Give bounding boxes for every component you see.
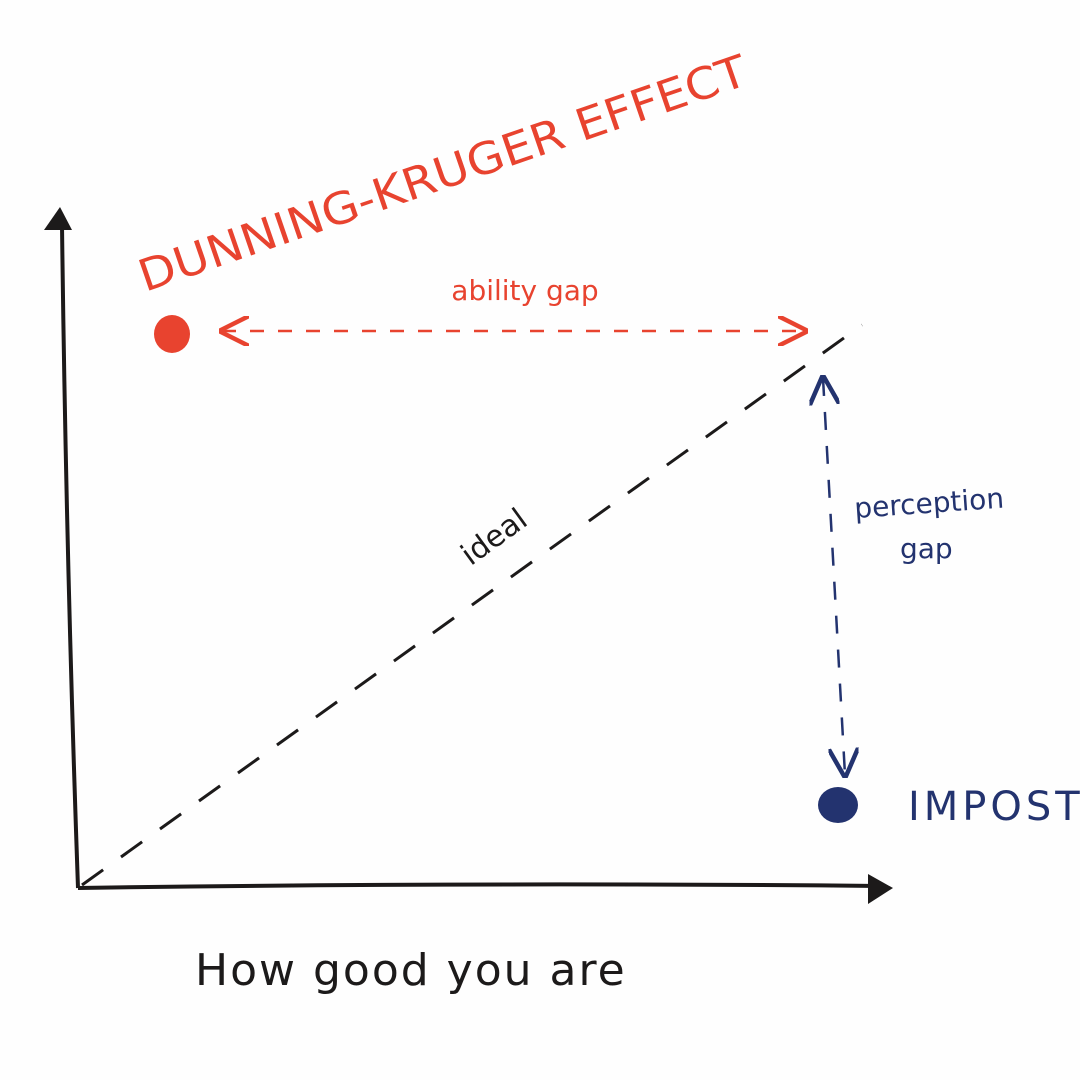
impostor-point (818, 787, 858, 823)
ability-gap-label: ability gap (451, 274, 598, 307)
x-axis (77, 882, 881, 890)
x-axis-label: How good you are (195, 945, 627, 996)
perception-gap-label: gap (900, 532, 953, 565)
x-axis-arrow (868, 874, 893, 904)
dunning-kruger-point (154, 315, 190, 353)
y-axis (60, 224, 80, 889)
impostor-label: IMPOSTOR (908, 784, 1080, 830)
y-axis-arrow (44, 207, 72, 230)
ideal-line (81, 323, 863, 887)
